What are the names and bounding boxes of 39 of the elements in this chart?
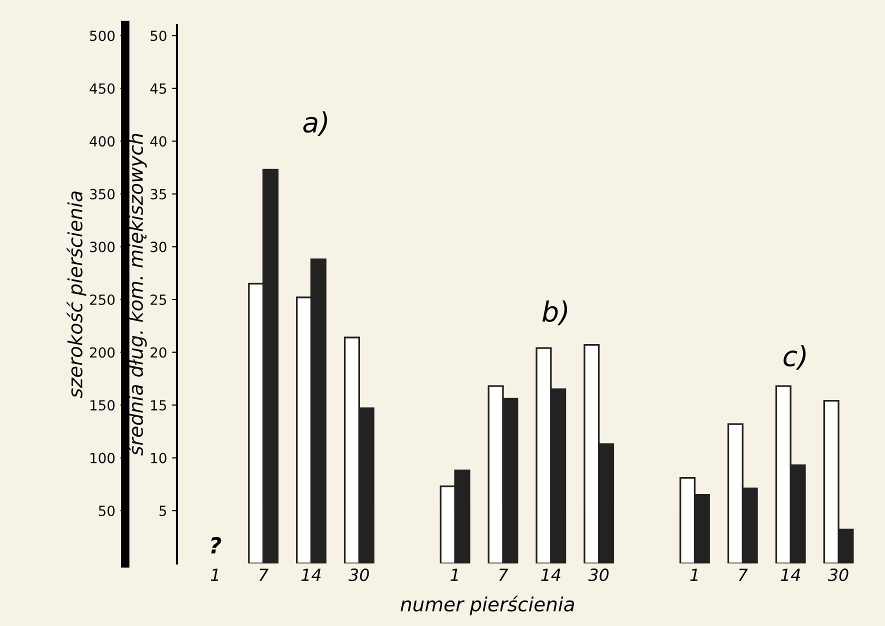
y2-tick-label: 40: [150, 136, 166, 147]
annotation: a): [303, 111, 328, 136]
x-tick-label: 7: [260, 568, 268, 581]
x-tick-label: 1: [210, 568, 218, 581]
y2-tick-label: 25: [150, 294, 166, 305]
y2-tick-label: 5: [160, 506, 166, 516]
x-axis-title: numer pierścienia: [400, 596, 574, 616]
x-tick-label: 7: [738, 568, 748, 581]
annotation: c): [784, 345, 806, 370]
y2-tick-label: 45: [150, 84, 166, 94]
y2-tick-label: 15: [151, 400, 166, 411]
y-tick-label: 250: [90, 294, 115, 305]
y2-tick-label: 10: [151, 452, 166, 464]
annotation: ?: [211, 536, 222, 554]
y2-axis-title: średnia dług. kom. miękiszowych: [127, 134, 147, 456]
y2-tick-label: 35: [150, 188, 166, 200]
y-axis-title: szerokość pierścienia: [66, 192, 86, 398]
y2-tick-label: 20: [150, 347, 166, 358]
y2-tick-label: 50: [150, 30, 166, 42]
x-tick-label: 7: [499, 568, 508, 581]
x-tick-label: 14: [780, 568, 800, 581]
y-tick-label: 200: [90, 347, 115, 358]
y-tick-label: 300: [90, 242, 115, 252]
y-tick-label: 400: [90, 136, 115, 147]
x-tick-label: 30: [828, 568, 848, 582]
annotation: b): [542, 300, 568, 326]
y-tick-label: 50: [98, 506, 115, 516]
y-tick-label: 350: [90, 188, 115, 200]
y-tick-label: 100: [90, 452, 115, 464]
y-tick-label: 450: [90, 83, 115, 94]
y-tick-label: 500: [90, 30, 115, 42]
x-tick-label: 14: [301, 568, 321, 581]
x-tick-label: 30: [348, 568, 369, 582]
x-tick-label: 14: [541, 568, 560, 581]
y2-tick-label: 30: [150, 242, 166, 252]
x-tick-label: 1: [450, 568, 458, 581]
y-tick-label: 150: [90, 400, 115, 411]
x-tick-label: 30: [588, 568, 609, 582]
x-tick-label: 1: [690, 568, 698, 581]
